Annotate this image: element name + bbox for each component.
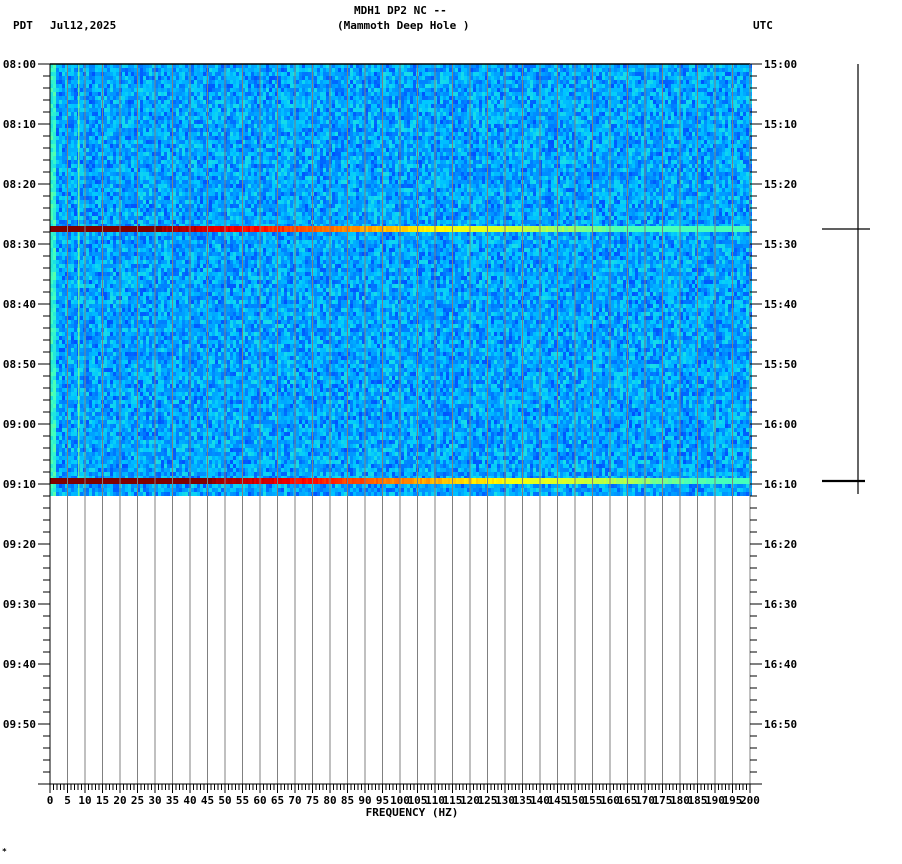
x-tick-label: 145 bbox=[548, 794, 568, 807]
frequency-gridlines bbox=[67, 64, 733, 784]
y-tick-label-utc: 16:00 bbox=[764, 418, 797, 431]
x-tick-label: 70 bbox=[288, 794, 301, 807]
x-tick-label: 120 bbox=[460, 794, 480, 807]
y-tick-label-utc: 15:20 bbox=[764, 178, 797, 191]
x-tick-label: 30 bbox=[148, 794, 161, 807]
x-tick-label: 25 bbox=[131, 794, 144, 807]
date-label: Jul12,2025 bbox=[50, 20, 116, 32]
left-timezone-label: PDT bbox=[13, 20, 33, 32]
x-tick-label: 165 bbox=[618, 794, 638, 807]
y-tick-label-utc: 15:10 bbox=[764, 118, 797, 131]
x-tick-label: 60 bbox=[253, 794, 266, 807]
x-tick-label: 90 bbox=[358, 794, 371, 807]
corner-mark: * bbox=[2, 846, 7, 858]
x-tick-label: 155 bbox=[583, 794, 603, 807]
y-tick-label-utc: 16:30 bbox=[764, 598, 797, 611]
x-tick-label: 10 bbox=[78, 794, 91, 807]
y-tick-label-utc: 15:40 bbox=[764, 298, 797, 311]
x-tick-label: 20 bbox=[113, 794, 126, 807]
y-tick-label-utc: 16:10 bbox=[764, 478, 797, 491]
x-tick-label: 100 bbox=[390, 794, 410, 807]
x-tick-label: 115 bbox=[443, 794, 463, 807]
x-tick-label: 135 bbox=[513, 794, 533, 807]
y-tick-label-pdt: 09:40 bbox=[3, 658, 36, 671]
x-tick-label: 110 bbox=[425, 794, 445, 807]
y-tick-label-pdt: 08:50 bbox=[3, 358, 36, 371]
x-tick-label: 75 bbox=[306, 794, 319, 807]
y-tick-label-pdt: 08:00 bbox=[3, 58, 36, 71]
x-tick-label: 185 bbox=[688, 794, 708, 807]
right-timezone-label: UTC bbox=[753, 20, 773, 32]
x-tick-label: 195 bbox=[723, 794, 743, 807]
x-tick-label: 40 bbox=[183, 794, 196, 807]
y-tick-label-pdt: 08:30 bbox=[3, 238, 36, 251]
x-tick-label: 170 bbox=[635, 794, 655, 807]
y-tick-label-pdt: 09:20 bbox=[3, 538, 36, 551]
x-tick-label: 190 bbox=[705, 794, 725, 807]
x-tick-label: 125 bbox=[478, 794, 498, 807]
x-tick-label: 15 bbox=[96, 794, 109, 807]
x-tick-label: 200 bbox=[740, 794, 760, 807]
x-tick-label: 5 bbox=[64, 794, 71, 807]
x-axis-label: FREQUENCY (HZ) bbox=[366, 806, 459, 819]
x-tick-label: 85 bbox=[341, 794, 354, 807]
station-title: MDH1 DP2 NC -- bbox=[354, 5, 447, 17]
y-tick-label-pdt: 08:10 bbox=[3, 118, 36, 131]
y-tick-label-utc: 15:50 bbox=[764, 358, 797, 371]
x-tick-label: 55 bbox=[236, 794, 249, 807]
x-tick-label: 150 bbox=[565, 794, 585, 807]
y-tick-label-utc: 16:50 bbox=[764, 718, 797, 731]
x-tick-label: 105 bbox=[408, 794, 428, 807]
x-tick-label: 0 bbox=[47, 794, 54, 807]
x-tick-label: 95 bbox=[376, 794, 389, 807]
x-tick-label: 180 bbox=[670, 794, 690, 807]
x-tick-label: 140 bbox=[530, 794, 550, 807]
y-tick-label-utc: 15:30 bbox=[764, 238, 797, 251]
event-marker-scale bbox=[822, 64, 870, 494]
y-tick-label-utc: 15:00 bbox=[764, 58, 797, 71]
x-tick-label: 50 bbox=[218, 794, 231, 807]
y-tick-label-pdt: 09:30 bbox=[3, 598, 36, 611]
y-tick-label-pdt: 08:20 bbox=[3, 178, 36, 191]
x-tick-label: 80 bbox=[323, 794, 336, 807]
y-tick-label-utc: 16:40 bbox=[764, 658, 797, 671]
x-tick-label: 35 bbox=[166, 794, 179, 807]
y-tick-label-pdt: 09:50 bbox=[3, 718, 36, 731]
y-tick-label-utc: 16:20 bbox=[764, 538, 797, 551]
x-tick-label: 65 bbox=[271, 794, 284, 807]
x-tick-label: 130 bbox=[495, 794, 515, 807]
chart-axes: 08:00 08:10 08:20 08:30 08:40 08:50 09:00 09:10… bbox=[3, 58, 797, 819]
location-title: (Mammoth Deep Hole ) bbox=[337, 20, 469, 32]
y-tick-label-pdt: 09:10 bbox=[3, 478, 36, 491]
x-tick-label: 45 bbox=[201, 794, 214, 807]
y-tick-label-pdt: 09:00 bbox=[3, 418, 36, 431]
x-tick-label: 175 bbox=[653, 794, 673, 807]
x-tick-label: 160 bbox=[600, 794, 620, 807]
y-tick-label-pdt: 08:40 bbox=[3, 298, 36, 311]
